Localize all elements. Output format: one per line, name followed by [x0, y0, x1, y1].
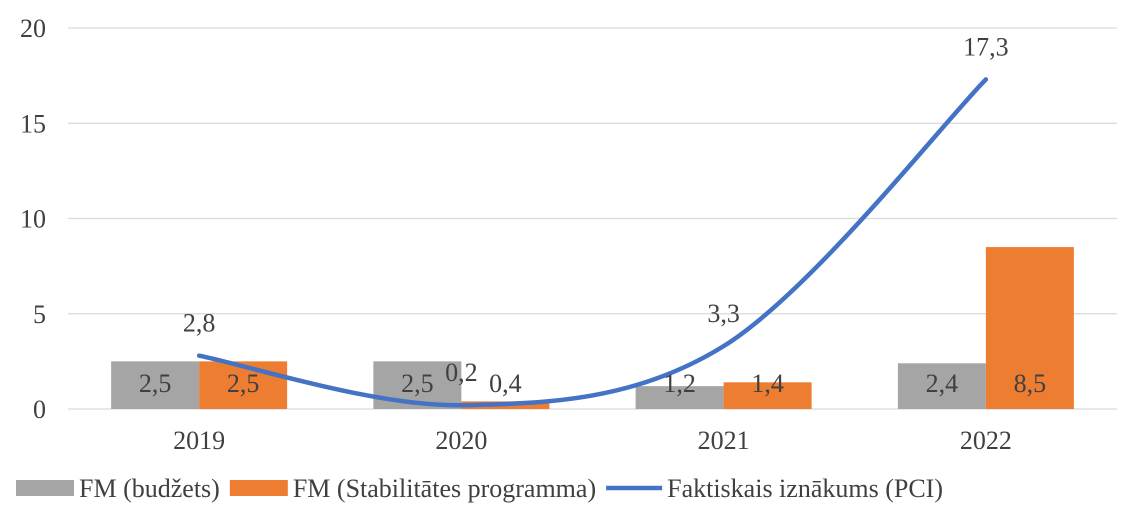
y-tick-label: 20 — [20, 14, 46, 43]
bar — [897, 363, 986, 409]
gridlines — [68, 27, 1117, 410]
y-tick-label: 0 — [33, 395, 46, 424]
line-data-label: 17,3 — [963, 32, 1009, 61]
x-tick-label: 2019 — [173, 426, 225, 455]
legend-swatch — [229, 480, 288, 496]
bar-data-label: 2,4 — [926, 369, 959, 398]
legend-swatch — [16, 480, 74, 496]
line-series — [196, 77, 989, 408]
x-tick-label: 2020 — [435, 426, 487, 455]
x-tick-label: 2021 — [698, 426, 750, 455]
line-data-label: 0,2 — [445, 358, 478, 387]
x-axis: 2019 2020 2021 2022 — [173, 426, 1012, 455]
legend-label: FM (Stabilitātes programma) — [293, 474, 596, 503]
legend-label: FM (budžets) — [79, 474, 220, 503]
legend: FM (budžets) FM (Stabilitātes programma) F… — [16, 474, 943, 503]
line-data-label: 2,8 — [183, 309, 216, 338]
bars — [111, 247, 1074, 409]
data-labels: 2,5 2,5 1,2 2,4 2,5 0,4 1,4 8,5 2,8 0,2 3,3 17,3 — [139, 32, 1046, 398]
bar — [723, 382, 812, 409]
bar-data-label: 8,5 — [1014, 369, 1047, 398]
y-tick-label: 5 — [33, 300, 46, 329]
bar — [199, 361, 288, 409]
bar-data-label: 0,4 — [489, 369, 522, 398]
bar — [111, 361, 200, 409]
line-data-label: 3,3 — [707, 299, 740, 328]
bar-data-label: 2,5 — [401, 369, 434, 398]
bar — [635, 386, 724, 409]
y-axis: 0 5 10 15 20 — [20, 14, 46, 424]
y-tick-label: 15 — [20, 109, 46, 138]
bar-data-label: 2,5 — [227, 369, 260, 398]
bar — [985, 247, 1074, 409]
bar-data-label: 1,2 — [663, 369, 696, 398]
bar-data-label: 1,4 — [751, 369, 784, 398]
bar-data-label: 2,5 — [139, 369, 172, 398]
line-path — [196, 77, 989, 408]
legend-label: Faktiskais iznākums (PCI) — [667, 474, 943, 503]
y-tick-label: 10 — [20, 205, 46, 234]
x-tick-label: 2022 — [960, 426, 1012, 455]
